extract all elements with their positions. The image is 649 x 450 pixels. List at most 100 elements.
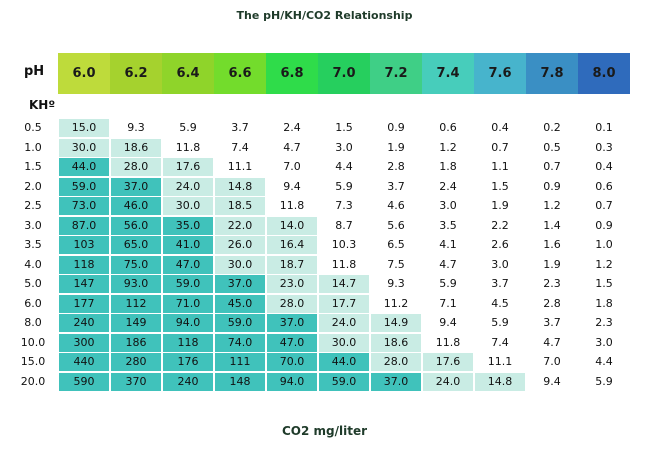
co2-cell: 4.4 [335,160,353,173]
co2-cell: 1.4 [543,219,561,232]
co2-cell: 46.0 [111,197,161,215]
co2-cell: 1.8 [595,297,613,310]
co2-cell: 15.0 [59,119,109,137]
co2-cell: 16.4 [267,236,317,254]
chart-title: The pH/KH/CO2 Relationship [236,9,413,22]
co2-cell: 7.0 [283,160,301,173]
co2-cell: 11.8 [175,141,201,154]
co2-cell: 1.5 [595,277,613,290]
ph-header-cell: 6.2 [110,53,162,94]
co2-cell: 5.9 [179,121,197,134]
co2-cell: 440 [59,353,109,371]
co2-cell: 1.1 [491,160,509,173]
co2-cell: 75.0 [111,256,161,274]
co2-cell: 11.8 [435,336,461,349]
co2-cell: 17.6 [423,353,473,371]
co2-cell: 37.0 [371,373,421,391]
co2-cell: 37.0 [267,314,317,332]
co2-cell: 11.1 [487,355,513,368]
co2-cell: 0.9 [543,180,561,193]
kh-value: 0.5 [24,121,42,134]
co2-cell: 0.7 [491,141,509,154]
co2-cell: 59.0 [163,275,213,293]
ph-header-cell: 7.4 [422,53,474,94]
co2-cell: 23.0 [267,275,317,293]
co2-cell: 9.4 [439,316,457,329]
co2-cell: 18.7 [267,256,317,274]
co2-cell: 45.0 [215,295,265,313]
co2-cell: 11.2 [383,297,409,310]
co2-cell: 30.0 [215,256,265,274]
ph-header-cell: 6.6 [214,53,266,94]
co2-cell: 118 [163,334,213,352]
co2-cell: 1.9 [543,258,561,271]
co2-cell: 18.6 [111,139,161,157]
kh-value: 3.0 [24,219,42,232]
co2-cell: 1.6 [543,238,561,251]
co2-cell: 44.0 [59,158,109,176]
kh-value: 6.0 [24,297,42,310]
co2-cell: 240 [59,314,109,332]
co2-cell: 3.7 [491,277,509,290]
co2-cell: 2.3 [595,316,613,329]
co2-cell: 1.5 [491,180,509,193]
co2-cell: 147 [59,275,109,293]
co2-cell: 9.3 [387,277,405,290]
co2-cell: 87.0 [59,217,109,235]
co2-cell: 0.2 [543,121,561,134]
co2-cell: 11.1 [227,160,253,173]
co2-cell: 28.0 [111,158,161,176]
co2-cell: 240 [163,373,213,391]
co2-cell: 4.7 [283,141,301,154]
co2-cell: 93.0 [111,275,161,293]
co2-cell: 4.7 [543,336,561,349]
co2-cell: 73.0 [59,197,109,215]
co2-cell: 9.4 [283,180,301,193]
co2-cell: 14.8 [215,178,265,196]
co2-cell: 3.0 [595,336,613,349]
ph-header-cell: 7.6 [474,53,526,94]
co2-cell: 22.0 [215,217,265,235]
co2-cell: 74.0 [215,334,265,352]
co2-cell: 5.9 [491,316,509,329]
co2-cell: 47.0 [267,334,317,352]
co2-cell: 28.0 [267,295,317,313]
co2-cell: 0.4 [595,160,613,173]
co2-cell: 5.9 [439,277,457,290]
co2-cell: 24.0 [423,373,473,391]
co2-cell: 2.6 [491,238,509,251]
ph-header-cell: 6.4 [162,53,214,94]
co2-cell: 11.8 [331,258,357,271]
co2-cell: 186 [111,334,161,352]
ph-header-cell: 8.0 [578,53,630,94]
co2-cell: 3.7 [231,121,249,134]
co2-cell: 30.0 [319,334,369,352]
co2-cell: 3.0 [491,258,509,271]
ph-header-cell: 7.2 [370,53,422,94]
co2-cell: 149 [111,314,161,332]
co2-cell: 10.3 [331,238,357,251]
kh-value: 2.5 [24,199,42,212]
ph-header-cell: 7.8 [526,53,578,94]
co2-cell: 370 [111,373,161,391]
co2-cell: 44.0 [319,353,369,371]
ph-header-cell: 6.0 [58,53,110,94]
co2-cell: 30.0 [59,139,109,157]
co2-cell: 118 [59,256,109,274]
co2-cell: 3.0 [335,141,353,154]
co2-cell: 1.5 [335,121,353,134]
co2-cell: 1.2 [439,141,457,154]
co2-cell: 280 [111,353,161,371]
co2-cell: 111 [215,353,265,371]
co2-cell: 4.6 [387,199,405,212]
co2-cell: 9.4 [543,375,561,388]
co2-cell: 8.7 [335,219,353,232]
co2-cell: 17.7 [319,295,369,313]
kh-value: 20.0 [20,375,46,388]
co2-cell: 4.1 [439,238,457,251]
co2-cell: 0.5 [543,141,561,154]
co2-cell: 3.7 [387,180,405,193]
co2-cell: 41.0 [163,236,213,254]
co2-cell: 14.7 [319,275,369,293]
co2-cell: 5.9 [335,180,353,193]
